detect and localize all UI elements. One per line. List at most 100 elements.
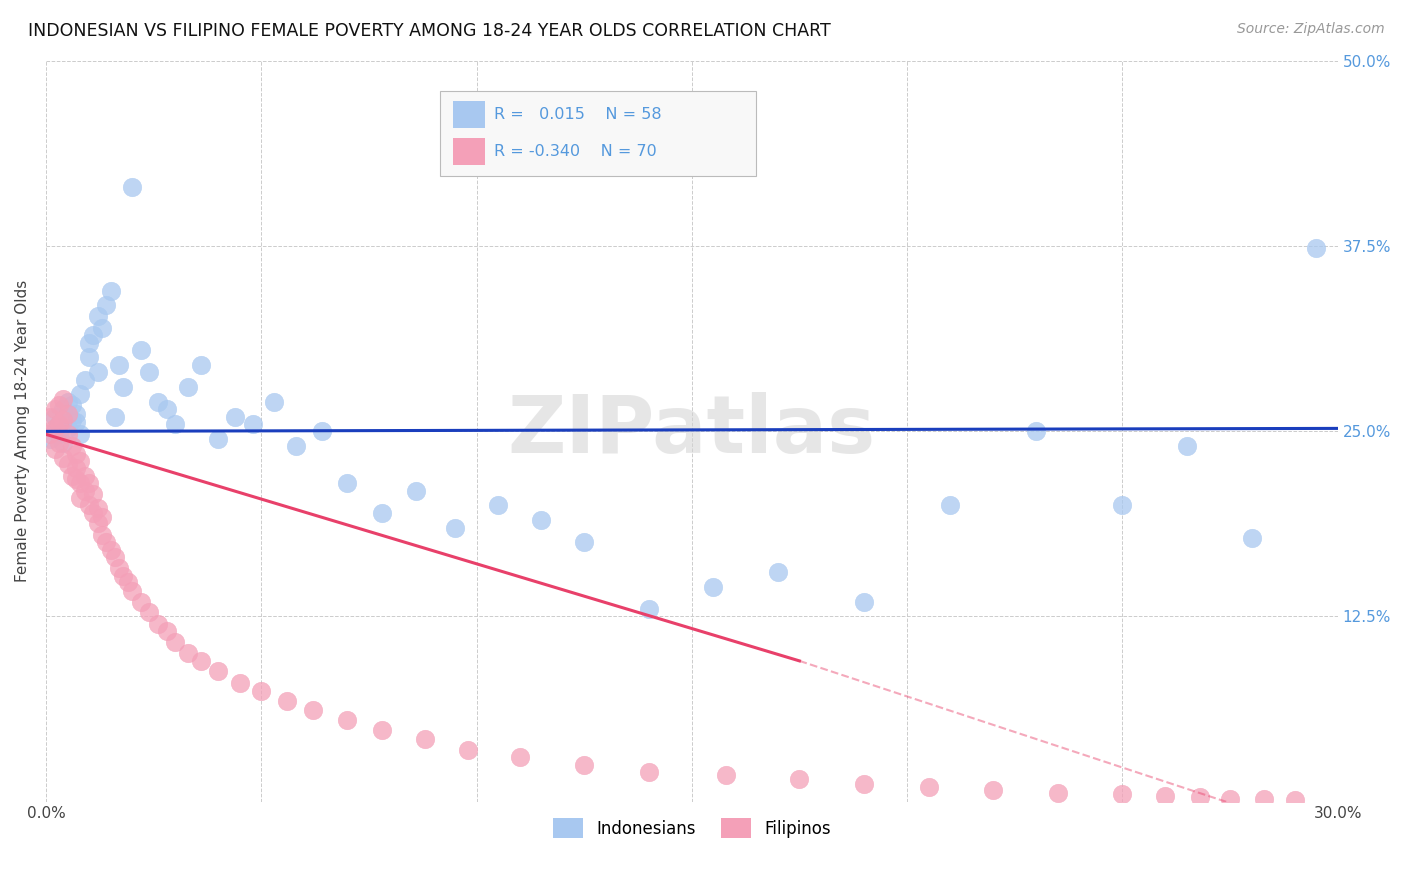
Point: [190, 358, 212, 372]
Point: [371, 723, 394, 738]
Point: [52, 412, 75, 426]
Point: [100, 284, 122, 298]
Point: [56, 407, 79, 421]
Point: [207, 665, 229, 679]
Point: [65, 446, 87, 460]
Point: [1111, 499, 1133, 513]
Point: [530, 513, 553, 527]
Point: [284, 439, 307, 453]
Point: [336, 713, 359, 727]
Point: [336, 476, 359, 491]
Point: [165, 417, 187, 431]
Point: [789, 772, 811, 787]
Point: [104, 550, 127, 565]
Point: [108, 358, 131, 372]
Point: [60, 412, 83, 426]
Point: [263, 394, 285, 409]
Point: [77, 351, 100, 365]
Point: [413, 732, 436, 747]
Point: [1219, 791, 1241, 805]
Point: [371, 506, 394, 520]
Point: [121, 584, 143, 599]
Text: R = -0.340    N = 70: R = -0.340 N = 70: [494, 144, 657, 159]
Point: [52, 392, 75, 406]
Point: [1305, 241, 1327, 255]
Point: [155, 402, 177, 417]
Point: [48, 417, 70, 431]
Point: [486, 499, 509, 513]
Point: [48, 417, 70, 431]
Point: [155, 624, 177, 639]
Point: [82, 328, 104, 343]
Point: [91, 510, 114, 524]
Point: [766, 565, 789, 579]
Point: [73, 483, 96, 498]
Point: [86, 309, 108, 323]
Point: [1154, 789, 1177, 803]
Point: [48, 427, 70, 442]
Point: [73, 468, 96, 483]
Point: [228, 676, 250, 690]
FancyBboxPatch shape: [453, 101, 485, 128]
Point: [1188, 790, 1211, 805]
Point: [52, 436, 75, 450]
Point: [250, 683, 273, 698]
Point: [112, 569, 135, 583]
Point: [86, 365, 108, 379]
Point: [716, 768, 738, 782]
Point: [1046, 786, 1069, 800]
Point: [69, 476, 91, 491]
Point: [1253, 791, 1275, 805]
Point: [60, 468, 83, 483]
Point: [509, 750, 531, 764]
Legend: Indonesians, Filipinos: Indonesians, Filipinos: [547, 812, 838, 845]
Point: [637, 602, 659, 616]
Point: [60, 398, 83, 412]
Point: [572, 535, 595, 549]
Point: [77, 476, 100, 491]
Point: [138, 365, 160, 379]
Point: [44, 409, 66, 424]
Point: [311, 425, 333, 439]
Point: [91, 320, 114, 334]
Point: [572, 757, 595, 772]
Point: [65, 416, 87, 430]
Point: [276, 694, 298, 708]
Point: [405, 483, 427, 498]
Point: [853, 595, 876, 609]
Point: [69, 427, 91, 442]
Point: [96, 535, 118, 549]
Point: [69, 454, 91, 468]
Point: [129, 343, 152, 357]
Point: [165, 634, 187, 648]
Point: [702, 580, 724, 594]
FancyBboxPatch shape: [453, 138, 485, 165]
Point: [981, 782, 1004, 797]
Point: [91, 528, 114, 542]
Point: [86, 516, 108, 531]
Point: [117, 575, 139, 590]
Point: [302, 703, 325, 717]
Point: [82, 506, 104, 520]
Point: [48, 398, 70, 412]
Point: [56, 421, 79, 435]
Point: [444, 520, 467, 534]
Point: [637, 764, 659, 779]
Point: [1111, 787, 1133, 801]
Point: [853, 777, 876, 791]
Point: [82, 486, 104, 500]
Point: [65, 461, 87, 475]
Point: [56, 394, 79, 409]
Point: [48, 436, 70, 450]
Point: [1240, 531, 1263, 545]
Point: [56, 427, 79, 442]
Point: [44, 421, 66, 435]
Point: [242, 417, 264, 431]
Point: [129, 595, 152, 609]
Point: [190, 654, 212, 668]
Point: [1175, 439, 1198, 453]
Point: [60, 439, 83, 453]
Point: [39, 432, 62, 446]
Point: [146, 616, 169, 631]
Point: [177, 647, 200, 661]
